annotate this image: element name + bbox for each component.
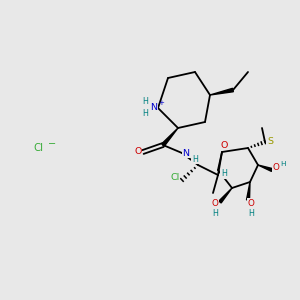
Text: H: H	[221, 169, 227, 178]
Polygon shape	[258, 165, 272, 171]
Text: H: H	[212, 209, 218, 218]
Text: H: H	[142, 97, 148, 106]
Text: S: S	[267, 136, 273, 146]
Text: +: +	[158, 100, 164, 106]
Text: O: O	[212, 200, 218, 208]
Text: O: O	[248, 199, 254, 208]
Polygon shape	[219, 188, 232, 203]
Text: H: H	[142, 109, 148, 118]
Text: H: H	[280, 161, 286, 167]
Text: H: H	[248, 208, 254, 217]
Text: N: N	[182, 148, 190, 158]
Text: O: O	[220, 140, 228, 149]
Polygon shape	[162, 128, 178, 146]
Text: O: O	[134, 148, 142, 157]
Text: −: −	[48, 139, 56, 149]
Text: N: N	[151, 103, 158, 112]
Text: Cl: Cl	[170, 173, 180, 182]
Polygon shape	[210, 88, 233, 95]
Text: O: O	[273, 164, 279, 172]
Text: H: H	[192, 154, 198, 164]
Polygon shape	[247, 182, 250, 200]
Text: Cl: Cl	[33, 143, 43, 153]
